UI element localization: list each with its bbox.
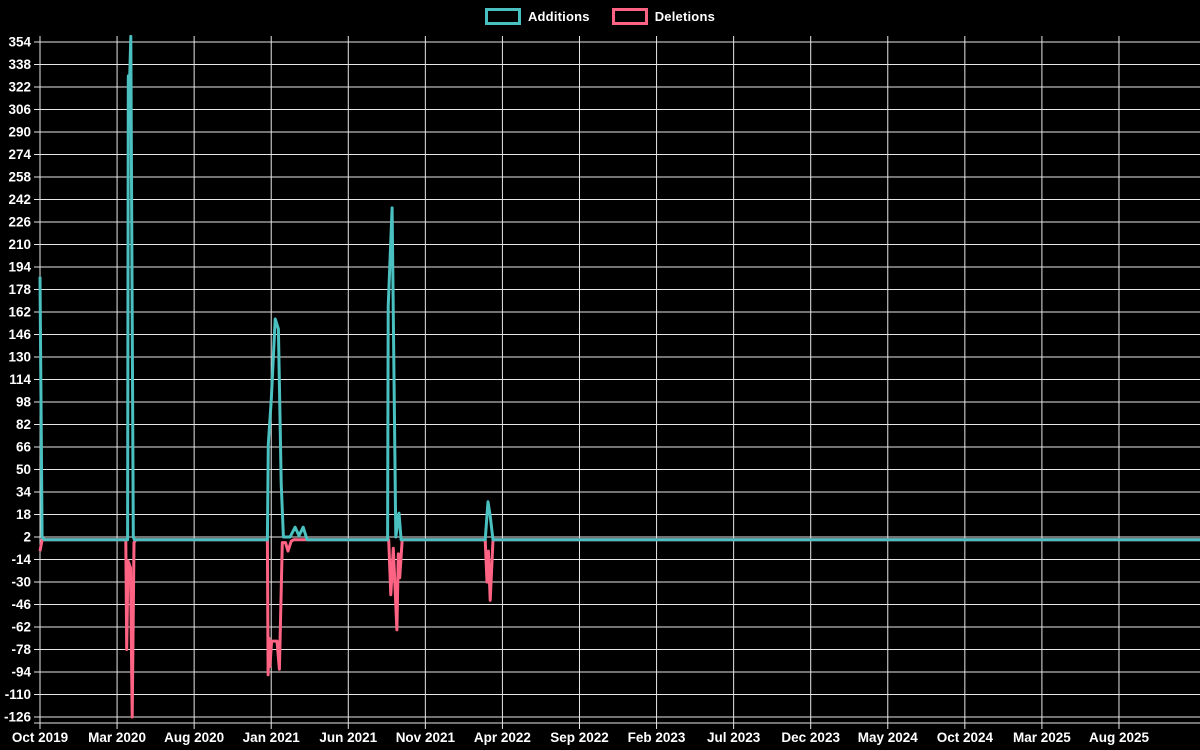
x-axis-label: Aug 2020 [164, 730, 224, 745]
x-axis-label: May 2024 [858, 730, 919, 745]
y-axis-label: 178 [8, 282, 31, 297]
x-axis-label: Mar 2020 [88, 730, 146, 745]
legend-item-additions[interactable]: Additions [484, 7, 590, 25]
chart-line-deletions [38, 538, 1200, 719]
x-axis-label: Jan 2021 [243, 730, 301, 745]
y-axis-label: 226 [8, 215, 31, 230]
y-axis-label: 66 [16, 440, 32, 455]
y-axis-label: 50 [16, 462, 31, 477]
y-axis-label: 258 [8, 170, 31, 185]
x-axis-label: Apr 2022 [474, 730, 531, 745]
y-axis-label: 82 [16, 417, 31, 432]
y-axis-label: 130 [8, 350, 31, 365]
y-axis-label: 242 [8, 192, 31, 207]
y-axis-label: 18 [16, 507, 32, 522]
y-axis-label: 34 [16, 485, 32, 500]
x-axis-label: Jul 2023 [707, 730, 761, 745]
legend-label-deletions: Deletions [654, 8, 716, 24]
y-axis-label: 210 [8, 237, 31, 252]
y-axis-label: -94 [11, 665, 31, 680]
y-axis-label: 354 [8, 35, 31, 50]
y-axis-label: -14 [11, 552, 31, 567]
y-axis-label: 194 [8, 260, 31, 275]
x-axis-label: Nov 2021 [396, 730, 456, 745]
y-axis-label: 114 [9, 372, 31, 387]
x-axis-label: Dec 2023 [781, 730, 840, 745]
y-axis-label: 162 [8, 305, 31, 320]
y-axis-label: 290 [8, 125, 31, 140]
deletions-swatch-icon [611, 7, 648, 25]
y-axis-label: -62 [11, 620, 31, 635]
y-axis-label: 274 [8, 147, 31, 162]
x-axis-label: Sep 2022 [550, 730, 609, 745]
legend-label-additions: Additions [527, 8, 590, 24]
legend-item-deletions[interactable]: Deletions [611, 7, 716, 25]
additions-swatch-icon [484, 7, 521, 25]
y-axis-label: 2 [23, 530, 31, 545]
chart-line-additions [38, 34, 1200, 542]
x-axis-label: Mar 2025 [1013, 730, 1071, 745]
x-axis-label: Jun 2021 [319, 730, 377, 745]
x-axis-label: Oct 2019 [12, 730, 68, 745]
chart-legend: Additions Deletions [0, 0, 1200, 32]
y-axis-label: -110 [5, 687, 31, 702]
y-axis-label: 306 [8, 102, 31, 117]
y-axis-label: 98 [16, 395, 32, 410]
y-axis-label: -30 [11, 575, 31, 590]
y-axis-label: 338 [8, 57, 31, 72]
y-axis-label: -46 [11, 597, 31, 612]
y-axis-label: 146 [8, 327, 31, 342]
y-axis-label: -78 [11, 642, 31, 657]
x-axis-label: Aug 2025 [1089, 730, 1150, 745]
y-axis-label: 322 [8, 80, 31, 95]
y-axis-label: -126 [4, 710, 32, 725]
x-axis-label: Feb 2023 [628, 730, 686, 745]
x-axis-label: Oct 2024 [937, 730, 994, 745]
